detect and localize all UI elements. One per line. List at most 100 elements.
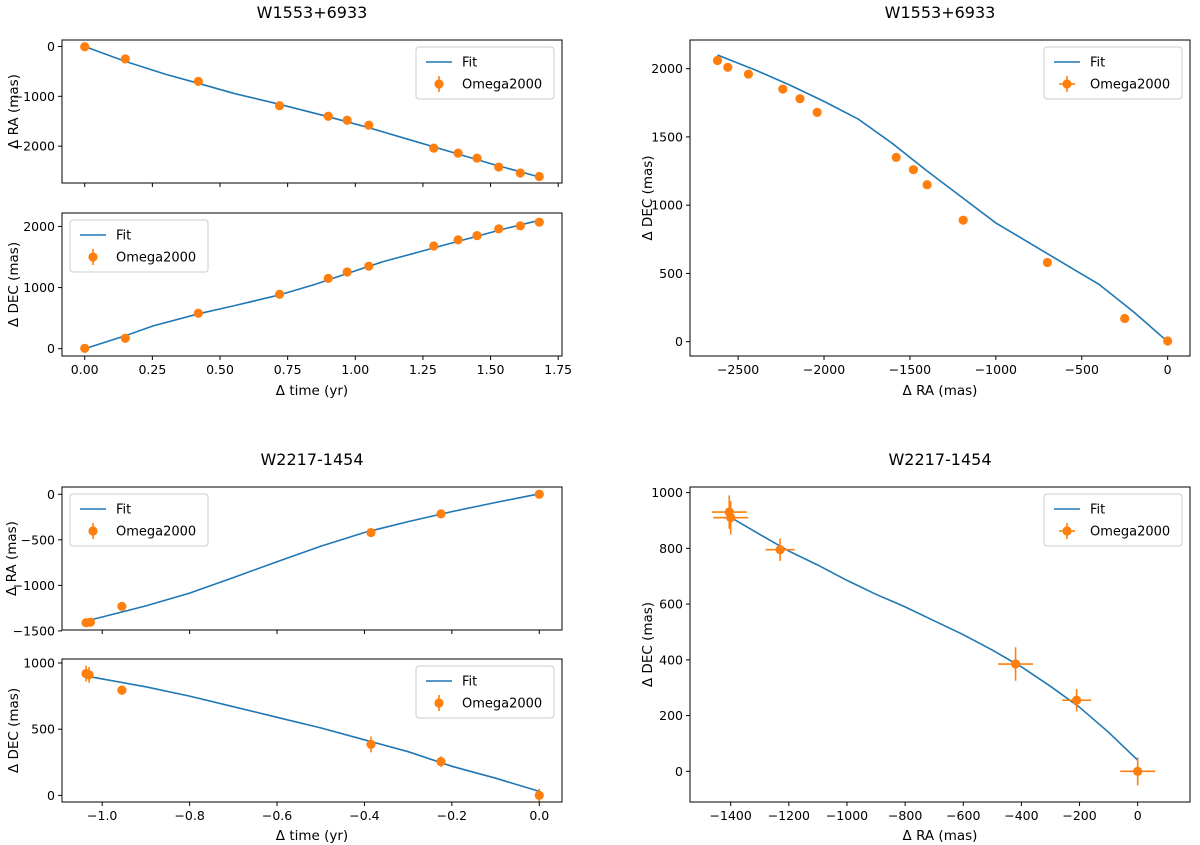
data-point xyxy=(436,509,446,519)
y-tick-label: 0 xyxy=(47,39,55,54)
data-point xyxy=(494,224,504,234)
y-tick-label: −2000 xyxy=(13,139,55,154)
x-tick-label: −1000 xyxy=(826,808,868,823)
panel-w2217-dec-time: −1.0 −0.8 −0.6 −0.4 −0.2 0.0 0 500 1000 Δ time (y… xyxy=(6,655,563,844)
legend-data-label: Omega2000 xyxy=(462,697,542,712)
legend-fit-label: Fit xyxy=(1090,503,1105,518)
data-point xyxy=(958,215,968,225)
data-point xyxy=(534,489,544,499)
x-axis-label: Δ RA (mas) xyxy=(903,828,978,844)
legend-frame xyxy=(1043,493,1183,547)
data-point xyxy=(274,101,285,111)
plot-area xyxy=(711,495,1156,786)
legend-frame xyxy=(1043,46,1183,100)
data-point xyxy=(120,54,130,64)
chart-title: W1553+6933 xyxy=(885,3,996,22)
data-point xyxy=(812,107,822,117)
data-point xyxy=(775,545,785,555)
x-tick-label: −0.8 xyxy=(174,808,204,823)
x-tick-label: −1.0 xyxy=(87,808,117,823)
x-axis-label: Δ time (yr) xyxy=(276,383,348,399)
legend-fit-label: Fit xyxy=(462,56,477,71)
x-tick-label: −1500 xyxy=(889,362,931,377)
y-axis-label: Δ DEC (mas) xyxy=(640,602,656,687)
data-point xyxy=(453,148,463,158)
y-tick-label: 1000 xyxy=(651,198,683,213)
x-axis-label: Δ RA (mas) xyxy=(903,383,978,399)
legend-data-label: Omega2000 xyxy=(462,78,542,93)
axes-frame xyxy=(689,486,1191,803)
y-tick-label: 0 xyxy=(675,334,683,349)
x-tick-label: 0.50 xyxy=(206,362,234,377)
x-tick-label: −0.2 xyxy=(437,808,467,823)
x-axis-label: Δ time (yr) xyxy=(276,828,348,844)
data-point xyxy=(472,231,482,241)
data-point xyxy=(726,513,736,523)
fit-line xyxy=(84,219,540,350)
legend-data-label: Omega2000 xyxy=(116,251,196,266)
y-tick-label: 600 xyxy=(659,597,683,612)
axes-frame xyxy=(61,486,563,631)
legend: Fit Omega2000 xyxy=(1043,46,1183,100)
data-point xyxy=(323,111,333,121)
panel-w2217-dec-ra: W2217-1454 −1400 −1200 −1000 −800 −600 −400 −20… xyxy=(640,450,1191,844)
data-point xyxy=(1042,257,1052,268)
y-tick-label: 200 xyxy=(659,708,683,723)
data-point xyxy=(429,143,439,153)
y-axis-label: Δ RA (mas) xyxy=(4,521,20,596)
fit-line xyxy=(717,54,1169,343)
y-tick-label: 1500 xyxy=(651,129,683,144)
data-point xyxy=(84,670,94,680)
y-axis-label: Δ DEC (mas) xyxy=(6,688,22,773)
plot-area xyxy=(80,217,544,353)
data-point xyxy=(453,235,463,245)
y-tick-label: 2000 xyxy=(651,61,683,76)
legend-data-swatch xyxy=(434,79,444,89)
x-tick-label: 0 xyxy=(1134,808,1142,823)
data-point xyxy=(323,273,333,283)
plot-area xyxy=(80,42,544,182)
legend-fit-label: Fit xyxy=(462,675,477,690)
fit-line xyxy=(86,493,540,622)
legend-fit-label: Fit xyxy=(116,503,131,518)
y-tick-label: 0 xyxy=(47,788,55,803)
plot-area xyxy=(81,665,544,802)
axes-frame xyxy=(689,39,1191,357)
x-tick-label: 1.00 xyxy=(341,362,369,377)
legend-data-swatch xyxy=(88,526,98,536)
legend-fit-label: Fit xyxy=(116,229,131,244)
data-point xyxy=(1133,766,1143,776)
fit-line xyxy=(86,675,540,793)
data-point xyxy=(364,120,374,130)
y-axis-label: Δ DEC (mas) xyxy=(6,242,22,327)
legend-data-label: Omega2000 xyxy=(116,525,196,540)
legend-frame xyxy=(415,665,555,719)
data-point xyxy=(922,180,932,190)
y-tick-label: −500 xyxy=(21,532,55,547)
y-tick-label: 0 xyxy=(675,764,683,779)
data-point xyxy=(743,69,754,79)
x-tick-label: −1200 xyxy=(768,808,810,823)
x-tick-label: −200 xyxy=(1062,808,1096,823)
x-tick-label: 0 xyxy=(1164,362,1172,377)
data-point xyxy=(366,527,376,538)
x-tick-label: 1.75 xyxy=(544,362,572,377)
data-point xyxy=(472,153,482,163)
legend: Fit Omega2000 xyxy=(1043,493,1183,547)
legend-data-label: Omega2000 xyxy=(1090,78,1170,93)
y-tick-label: 500 xyxy=(31,722,55,737)
y-tick-label: 500 xyxy=(659,266,683,281)
y-tick-label: −1500 xyxy=(13,623,55,638)
y-tick-label: 0 xyxy=(47,341,55,356)
x-tick-label: −800 xyxy=(888,808,922,823)
data-point xyxy=(117,685,127,695)
x-tick-label: −2500 xyxy=(717,362,759,377)
legend: Fit Omega2000 xyxy=(69,493,209,547)
legend-frame xyxy=(69,219,209,273)
data-point xyxy=(80,343,90,353)
data-point xyxy=(274,289,285,299)
panel-w1553-dec-ra: W1553+6933 −2500 −2000 −1500 −1000 −500 0 0 500 1… xyxy=(640,3,1191,399)
axes-frame xyxy=(61,658,563,803)
